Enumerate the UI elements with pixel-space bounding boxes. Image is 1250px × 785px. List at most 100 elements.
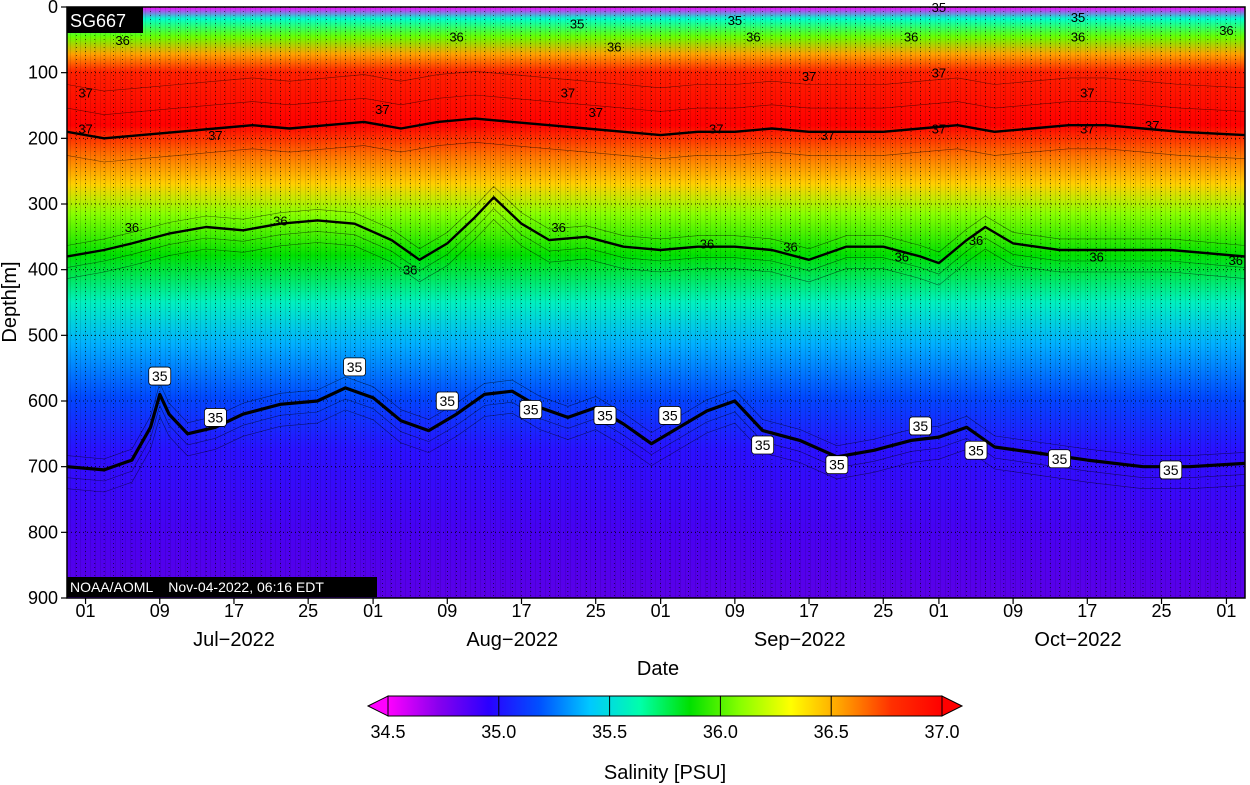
contour-label: 36 <box>125 220 139 235</box>
x-tick-label: 01 <box>651 601 671 621</box>
contour-label-box <box>908 416 932 436</box>
x-tick-label: 17 <box>1077 601 1097 621</box>
x-axis: 01 09 17 25 01 09 17 25 01 09 17 25 01 09 17 25 01 Jul−20… <box>76 598 1236 651</box>
credit-badge-bg <box>67 577 377 597</box>
contour-label: 37 <box>932 121 946 136</box>
x-tick-label: 09 <box>437 601 457 621</box>
y-tick-label: 800 <box>28 522 58 542</box>
colorbar-high-arrow <box>941 695 964 717</box>
contour-minor <box>67 409 1245 493</box>
contour-label: 37 <box>561 85 575 100</box>
x-tick-label: 09 <box>150 601 170 621</box>
contour-label: 37 <box>588 105 602 120</box>
contour-label: 37 <box>78 85 92 100</box>
contour-label: 36 <box>551 220 565 235</box>
contour-minor <box>67 208 1245 275</box>
contour-label-box <box>204 408 227 427</box>
x-tick-label: 09 <box>725 601 745 621</box>
x-tick-label: 17 <box>511 601 531 621</box>
credit-badge: NOAA/AOML Nov-04-2022, 06:16 EDT <box>67 577 377 597</box>
contour-label: 35 <box>1071 10 1085 25</box>
contour-label-35: 35 <box>347 359 363 375</box>
y-tick-label: 600 <box>28 391 58 411</box>
contour-label-35: 35 <box>829 457 845 473</box>
contour-label-35: 35 <box>440 393 456 409</box>
x-month-label: Aug−2022 <box>466 629 558 651</box>
contour-label-box <box>593 406 617 425</box>
contour-label-35: 35 <box>968 442 984 458</box>
contour-label: 37 <box>709 121 723 136</box>
contour-label: 36 <box>403 263 417 278</box>
colorbar-bar <box>387 695 943 717</box>
contour-label-box <box>825 455 849 475</box>
contour-label-box <box>148 366 172 386</box>
y-tick-label: 900 <box>28 588 58 608</box>
contour-label: 35 <box>570 16 584 31</box>
x-tick-label: 17 <box>799 601 819 621</box>
x-tick-label: 01 <box>363 601 383 621</box>
contour-label-box <box>519 400 543 419</box>
contour-minor <box>67 141 1245 163</box>
credit-label: NOAA/AOML Nov-04-2022, 06:16 EDT <box>70 579 324 595</box>
contour-label: 36 <box>783 240 797 255</box>
x-month-label: Oct−2022 <box>1034 629 1121 651</box>
contour-label: 36 <box>700 236 714 251</box>
contour-label: 36 <box>115 33 129 48</box>
colorbar-tick-label: 35.0 <box>481 722 516 742</box>
contour-label: 35 <box>728 13 742 28</box>
contour-minor <box>67 376 1245 460</box>
colorbar: 34.5 35.0 35.5 36.0 36.5 37.0 Salinity [PSU] <box>366 695 964 784</box>
y-tick-label: 200 <box>28 128 58 148</box>
y-axis-title: Depth[m] <box>0 261 21 342</box>
heatmap-texture <box>67 7 1245 598</box>
contour-label: 36 <box>449 30 463 45</box>
colorbar-ticks: 34.5 35.0 35.5 36.0 36.5 37.0 <box>370 696 960 742</box>
contour-label-35: 35 <box>913 418 929 434</box>
x-tick-label: 25 <box>298 601 318 621</box>
contour-label-box <box>751 435 775 455</box>
contour-label: 37 <box>1080 121 1094 136</box>
contour-label: 37 <box>375 102 389 117</box>
contour-label: 36 <box>969 233 983 248</box>
contour-label-box <box>1048 449 1071 469</box>
contour-label-box <box>343 357 366 377</box>
x-tick-label: 17 <box>224 601 244 621</box>
y-tick-label: 500 <box>28 325 58 345</box>
contour-label-35: 35 <box>755 437 771 453</box>
contour-label: 37 <box>78 121 92 136</box>
contour-labels: 36 36 36 36 36 36 36 37 37 37 37 37 37 37 37 37 37 37 37 37… <box>78 0 1243 480</box>
contour-label: 36 <box>746 30 760 45</box>
platform-badge-bg <box>67 7 143 33</box>
contour-label: 36 <box>895 250 909 265</box>
contour-label: 36 <box>607 39 621 54</box>
colorbar-tick-label: 36.0 <box>703 722 738 742</box>
contour-36 <box>67 196 1245 265</box>
contour-minor <box>67 94 1245 116</box>
contour-label-box <box>658 406 682 425</box>
contour-label-35: 35 <box>597 407 613 423</box>
contour-minor <box>67 398 1245 482</box>
contour-label-35: 35 <box>152 368 168 384</box>
contour-label: 36 <box>1071 30 1085 45</box>
contour-label: 36 <box>904 30 918 45</box>
x-tick-label: 01 <box>76 601 96 621</box>
contour-label: 37 <box>932 66 946 81</box>
contour-35 <box>67 386 1245 472</box>
y-tick-label: 700 <box>28 457 58 477</box>
contour-label-35: 35 <box>208 409 224 425</box>
contour-label: 37 <box>1080 85 1094 100</box>
x-tick-label: 09 <box>1003 601 1023 621</box>
contour-minor <box>67 219 1245 286</box>
x-tick-label: 01 <box>929 601 949 621</box>
platform-label: SG667 <box>70 11 126 31</box>
contour-label: 36 <box>1089 250 1103 265</box>
x-tick-label: 25 <box>873 601 893 621</box>
y-tick-label: 400 <box>28 260 58 280</box>
colorbar-tick-label: 35.5 <box>592 722 627 742</box>
x-month-label: Sep−2022 <box>754 629 846 651</box>
contour-37 <box>67 117 1245 140</box>
x-tick-label: 01 <box>1216 601 1236 621</box>
contour-label: 37 <box>820 128 834 143</box>
contour-minor <box>67 71 1245 92</box>
